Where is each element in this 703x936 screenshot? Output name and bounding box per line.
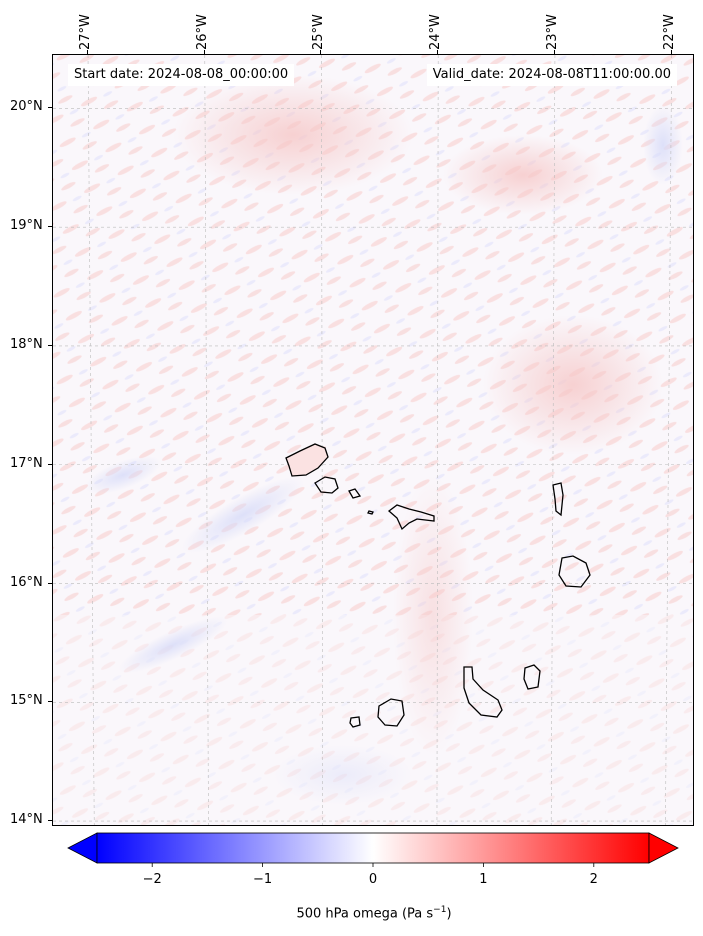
colorbar-tick-label: 2 [589, 872, 598, 887]
longitude-tick [320, 50, 322, 54]
longitude-tick [553, 50, 555, 54]
colorbar-extend-high [648, 832, 679, 864]
colorbar-title-close: ) [446, 906, 452, 922]
colorbar-extend-low [67, 832, 98, 864]
omega-field-patch [118, 616, 228, 674]
latitude-tick-label: 18°N [10, 336, 43, 352]
longitude-tick-label: 23°W [544, 14, 560, 50]
longitude-tick-label: 25°W [311, 14, 327, 50]
map-canvas [53, 55, 693, 825]
longitude-tick-label: 26°W [194, 14, 210, 50]
longitude-tick-label: 24°W [428, 14, 444, 50]
latitude-tick [48, 344, 52, 346]
omega-field-patch [173, 75, 413, 195]
island-raso [367, 510, 374, 515]
latitude-tick-label: 16°N [10, 574, 43, 590]
omega-field-patch [85, 456, 161, 494]
meridian-line [321, 55, 324, 825]
omega-field-patch [273, 745, 413, 805]
colorbar-tick-label: −2 [142, 872, 162, 887]
gridlines [53, 55, 693, 825]
island-santiago [463, 666, 503, 718]
latitude-tick-label: 19°N [10, 218, 43, 234]
colorbar-tick-label: 1 [479, 872, 488, 887]
valid-date-label: Valid_date: 2024-08-08T11:00:00.00 [426, 64, 677, 86]
latitude-tick-label: 14°N [10, 812, 43, 828]
start-date-label: Start date: 2024-08-08_00:00:00 [68, 64, 295, 86]
latitude-tick-label: 20°N [10, 99, 43, 115]
meridian-line [550, 55, 556, 825]
longitude-tick-label: 27°W [78, 14, 94, 50]
omega-field-patch [443, 135, 603, 215]
latitude-tick [48, 226, 52, 228]
latitude-tick [48, 463, 52, 465]
longitude-tick [437, 50, 439, 54]
island-sal [552, 482, 564, 517]
meridian-line [87, 55, 95, 825]
colorbar-title-text: 500 hPa omega (Pa s [296, 906, 434, 922]
omega-field-patch [643, 105, 683, 185]
meridian-line [665, 55, 672, 825]
island-sao-vicente [314, 476, 339, 494]
longitude-tick [670, 50, 672, 54]
colorbar-body [96, 832, 650, 864]
coastlines [285, 443, 591, 728]
latitude-tick [48, 582, 52, 584]
longitude-tick-label: 22°W [661, 14, 677, 50]
latitude-tick [48, 107, 52, 109]
latitude-tick-label: 17°N [10, 455, 43, 471]
island-santa-luzia [348, 488, 362, 499]
colorbar-title: 500 hPa omega (Pa s−1) [0, 905, 703, 921]
longitude-tick [203, 50, 205, 54]
map-panel [52, 54, 694, 826]
omega-field-patch [483, 315, 663, 455]
island-sao-nicolau [387, 504, 435, 531]
meridian-line [436, 55, 439, 825]
latitude-tick [48, 701, 52, 703]
colorbar-title-exponent: −1 [433, 905, 447, 915]
colorbar-tick-label: −1 [253, 872, 273, 887]
colorbar-ticks [151, 863, 595, 867]
omega-field-patch [181, 476, 305, 554]
island-santo-antao [285, 443, 329, 477]
island-brava [349, 716, 361, 728]
island-fogo [377, 698, 405, 727]
latitude-tick-label: 15°N [10, 693, 43, 709]
meridian-line [204, 55, 209, 825]
latitude-tick [48, 820, 52, 822]
omega-field-patch [393, 475, 473, 755]
island-boa-vista [558, 555, 591, 588]
island-maio [523, 664, 541, 690]
colorbar-tick-label: 0 [368, 872, 378, 887]
longitude-tick [87, 50, 89, 54]
